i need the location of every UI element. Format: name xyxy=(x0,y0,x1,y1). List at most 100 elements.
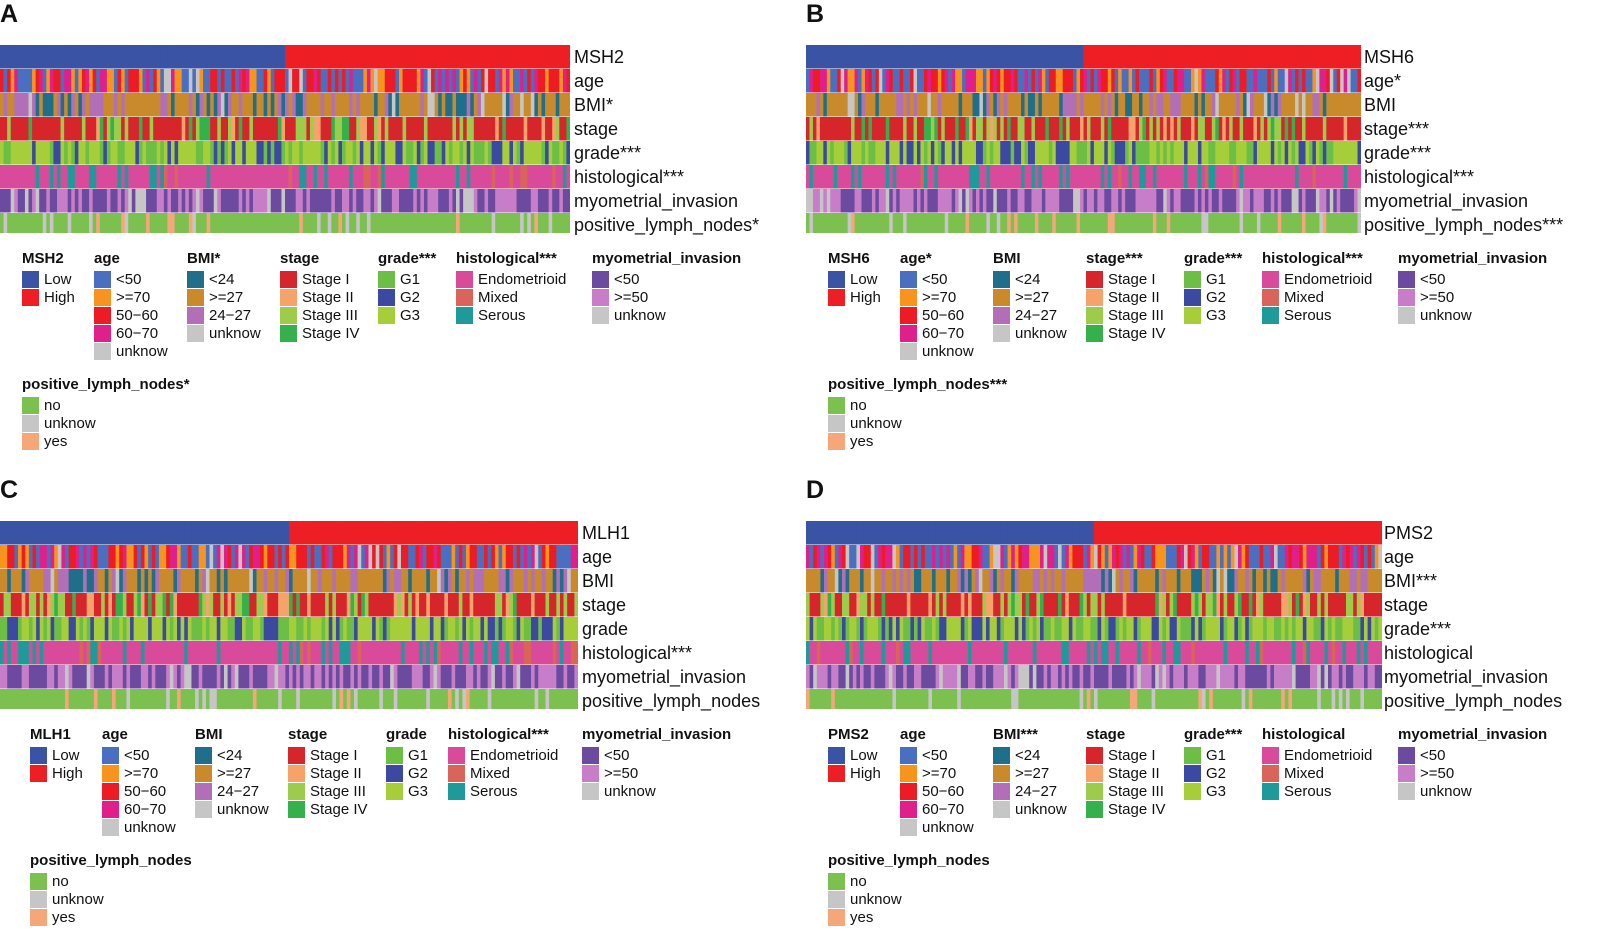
heatmap-cell xyxy=(281,117,285,141)
heatmap-cell xyxy=(1080,569,1084,593)
heatmap-cell xyxy=(83,521,87,545)
heatmap-cell xyxy=(228,689,232,709)
heatmap-cell xyxy=(89,165,93,189)
heatmap-cell xyxy=(395,213,399,233)
heatmap-cell xyxy=(72,545,76,569)
heatmap-cell xyxy=(271,521,275,545)
heatmap-cell xyxy=(993,69,997,93)
heatmap-cell xyxy=(1144,593,1148,617)
heatmap-cell xyxy=(196,141,200,165)
heatmap-cell xyxy=(520,93,524,117)
heatmap-cell xyxy=(1028,141,1032,165)
heatmap-cell xyxy=(108,545,112,569)
heatmap-cell xyxy=(1104,69,1108,93)
heatmap-cell xyxy=(952,93,956,117)
heatmap-cell xyxy=(1073,69,1077,93)
heatmap-cell xyxy=(931,93,935,117)
heatmap-cell xyxy=(381,213,385,233)
heatmap-cell xyxy=(1029,593,1033,617)
heatmap-cell xyxy=(959,141,963,165)
heatmap-cell xyxy=(842,641,846,665)
heatmap-cell xyxy=(322,593,326,617)
heatmap-cell xyxy=(350,545,354,569)
heatmap-cell xyxy=(285,117,289,141)
heatmap-cell xyxy=(388,189,392,213)
heatmap-cell xyxy=(920,213,924,233)
heatmap-cell xyxy=(452,545,456,569)
heatmap-cell xyxy=(4,45,8,69)
heatmap-cell xyxy=(33,641,37,665)
heatmap-cell xyxy=(285,521,289,545)
heatmap-cell xyxy=(1148,617,1152,641)
heatmap-cell xyxy=(101,641,105,665)
heatmap-cell xyxy=(993,545,997,569)
heatmap-cell xyxy=(1249,593,1253,617)
heatmap-cell xyxy=(1139,165,1143,189)
legend-item: <50 xyxy=(94,270,168,288)
heatmap-cell xyxy=(542,141,546,165)
heatmap-cell xyxy=(889,69,893,93)
heatmap-cell xyxy=(463,189,467,213)
heatmap-cell xyxy=(1240,213,1244,233)
legend-label: 60−70 xyxy=(922,325,964,342)
heatmap-cell xyxy=(331,45,335,69)
heatmap-cell xyxy=(437,689,441,709)
heatmap-cell xyxy=(321,213,325,233)
heatmap-cell xyxy=(1177,189,1181,213)
legend-swatch xyxy=(288,747,305,764)
heatmap-cell xyxy=(538,665,542,689)
heatmap-cell xyxy=(1108,117,1112,141)
heatmap-cell xyxy=(856,641,860,665)
heatmap-cell xyxy=(955,117,959,141)
heatmap-cell xyxy=(249,213,253,233)
heatmap-cell xyxy=(1142,93,1146,117)
heatmap-cell xyxy=(221,141,225,165)
heatmap-cell xyxy=(499,141,503,165)
legend-title: age xyxy=(94,248,168,270)
heatmap-cell xyxy=(973,189,977,213)
heatmap-cell xyxy=(1357,593,1361,617)
heatmap-cell xyxy=(408,569,412,593)
heatmap-cell xyxy=(1292,545,1296,569)
heatmap-cell xyxy=(199,617,203,641)
heatmap-cell xyxy=(903,593,907,617)
heatmap-cell xyxy=(419,545,423,569)
heatmap-cell xyxy=(1111,213,1115,233)
heatmap-cell xyxy=(415,617,419,641)
heatmap-cell xyxy=(82,45,86,69)
heatmap-cell xyxy=(153,117,157,141)
heatmap-cell xyxy=(1077,213,1081,233)
heatmap-cell xyxy=(299,93,303,117)
heatmap-cell xyxy=(68,165,72,189)
heatmap-cell xyxy=(399,117,403,141)
heatmap-cell xyxy=(224,213,228,233)
heatmap-cell xyxy=(1062,593,1066,617)
heatmap-cell xyxy=(189,165,193,189)
heatmap-cell xyxy=(372,617,376,641)
heatmap-cell xyxy=(517,593,521,617)
heatmap-cell xyxy=(1153,213,1157,233)
heatmap-cell xyxy=(993,569,997,593)
heatmap-cell xyxy=(531,165,535,189)
heatmap-cell xyxy=(1292,141,1296,165)
heatmap-cell xyxy=(1344,93,1348,117)
heatmap-cell xyxy=(1077,189,1081,213)
heatmap-cell xyxy=(412,521,416,545)
heatmap-cell xyxy=(932,593,936,617)
heatmap-cell xyxy=(1195,593,1199,617)
heatmap-cell xyxy=(381,45,385,69)
heatmap-cell xyxy=(952,189,956,213)
legend-swatch xyxy=(900,325,917,342)
heatmap-cell xyxy=(842,545,846,569)
heatmap-cell xyxy=(431,189,435,213)
heatmap-cell xyxy=(390,689,394,709)
heatmap-cell xyxy=(69,545,73,569)
heatmap-cell xyxy=(228,165,232,189)
heatmap-cell xyxy=(882,141,886,165)
heatmap-cell xyxy=(1257,213,1261,233)
heatmap-cell xyxy=(927,93,931,117)
legend-label: Stage I xyxy=(1108,271,1156,288)
heatmap-cell xyxy=(210,641,214,665)
heatmap-cell xyxy=(455,617,459,641)
heatmap-cell xyxy=(18,521,22,545)
